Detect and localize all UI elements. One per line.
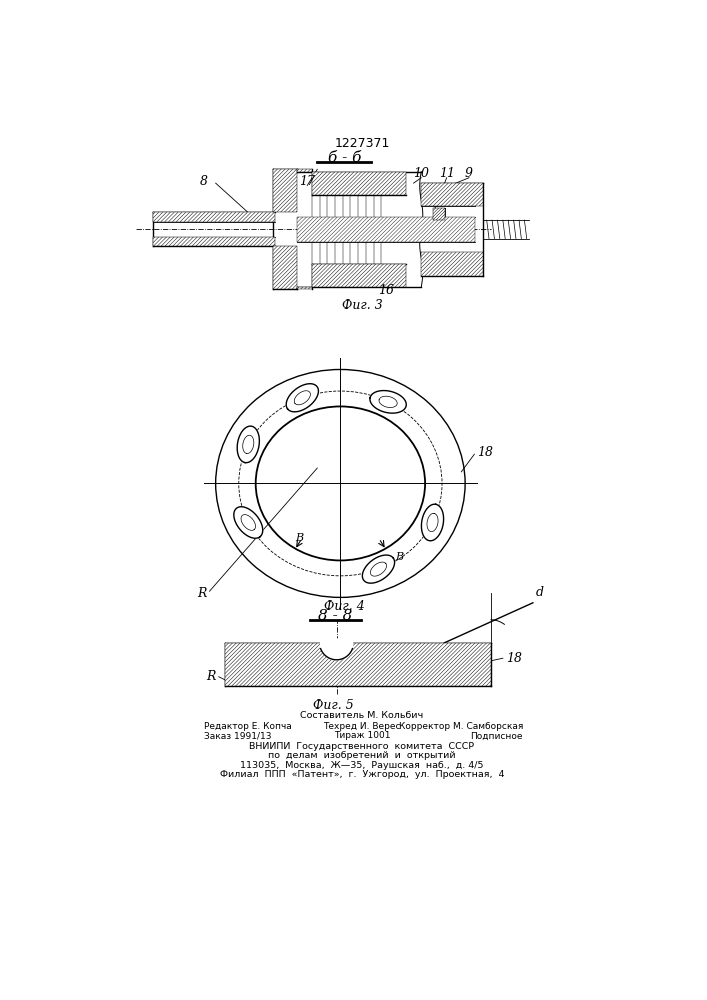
Text: 113035,  Москва,  Ж—35,  Раушская  наб.,  д. 4/5: 113035, Москва, Ж—35, Раушская наб., д. … [240,761,484,770]
Text: 16: 16 [378,284,395,297]
Text: Фиг. 4: Фиг. 4 [324,600,365,613]
Polygon shape [363,555,395,583]
Polygon shape [320,639,353,660]
Polygon shape [370,391,407,413]
Text: Филиал  ППП  «Патент»,  г.  Ужгород,  ул.  Проектная,  4: Филиал ППП «Патент», г. Ужгород, ул. Про… [220,770,504,779]
PathPatch shape [421,252,483,276]
Text: d: d [536,586,544,599]
Polygon shape [237,426,259,463]
Polygon shape [286,384,318,412]
Text: Подписное: Подписное [470,731,523,740]
Text: 9: 9 [465,167,473,180]
Text: 8 - 8: 8 - 8 [318,609,352,623]
Text: Фиг. 5: Фиг. 5 [313,699,354,712]
Text: Заказ 1991/13: Заказ 1991/13 [204,731,271,740]
Text: Тираж 1001: Тираж 1001 [334,731,390,740]
Text: Составитель М. Кольбич: Составитель М. Кольбич [300,711,423,720]
Text: б - б: б - б [327,151,361,165]
Text: R: R [197,587,206,600]
Text: R: R [206,670,216,683]
PathPatch shape [153,237,275,246]
Text: Техред И. Верес: Техред И. Верес [323,722,401,731]
Text: Корректор М. Самборская: Корректор М. Самборская [399,722,523,731]
PathPatch shape [421,183,483,206]
Text: Фиг. 3: Фиг. 3 [341,299,382,312]
PathPatch shape [274,169,296,212]
Text: В: В [295,533,303,543]
Text: 17: 17 [299,175,315,188]
PathPatch shape [296,264,406,289]
PathPatch shape [296,169,406,195]
Text: 18: 18 [477,446,493,459]
PathPatch shape [153,212,275,222]
PathPatch shape [225,643,491,686]
Text: 18: 18 [506,652,522,665]
PathPatch shape [296,217,475,242]
Polygon shape [421,504,443,541]
Polygon shape [234,507,263,538]
Text: ВНИИПИ  Государственного  комитета  СССР: ВНИИПИ Государственного комитета СССР [250,742,474,751]
Text: 11: 11 [438,167,455,180]
Text: Редактор Е. Копча: Редактор Е. Копча [204,722,292,731]
Text: 8: 8 [200,175,208,188]
Text: 1227371: 1227371 [334,137,390,150]
PathPatch shape [433,208,445,220]
Text: 10: 10 [414,167,429,180]
PathPatch shape [274,246,296,289]
Text: В: В [395,552,403,562]
Text: по  делам  изобретений  и  открытий: по делам изобретений и открытий [268,751,456,760]
